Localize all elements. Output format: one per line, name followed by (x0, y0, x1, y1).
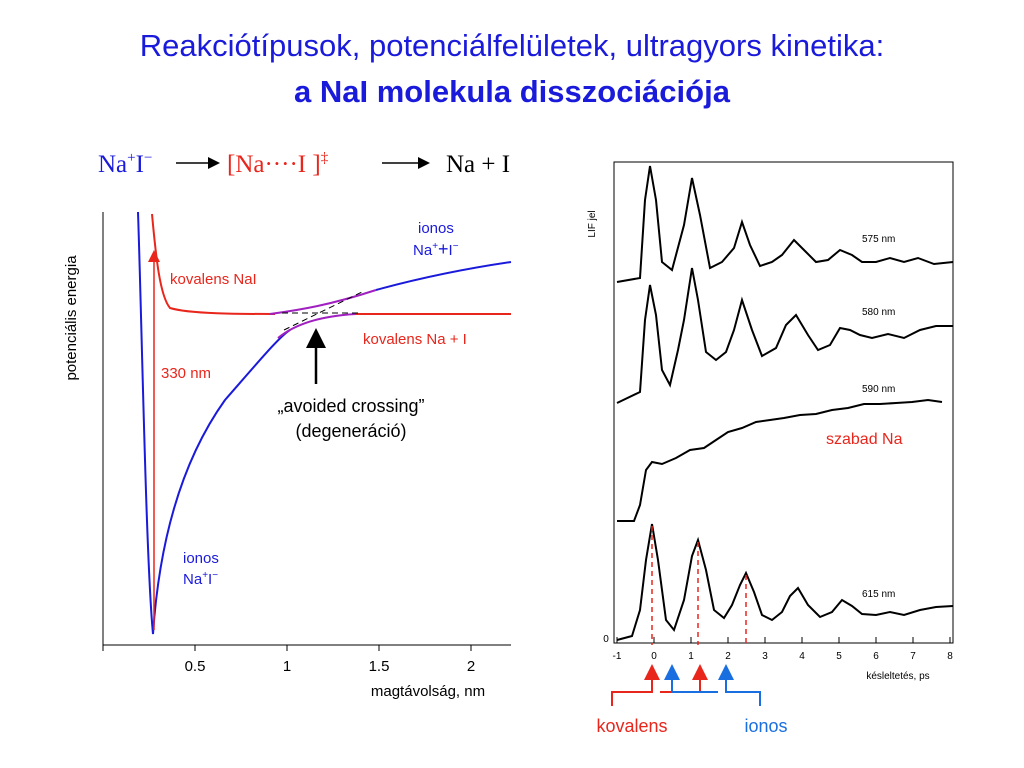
lif-frame (613, 161, 954, 644)
lif-trace-615 (616, 523, 954, 641)
lif-xtick-label: 4 (799, 651, 805, 662)
lif-ytick-zero: 0 (603, 634, 609, 645)
lif-xtick-label: 5 (836, 651, 842, 662)
lif-plot: -1 0 1 2 3 4 5 6 7 8 0 LIF jel késleltetés, ps 57… (587, 161, 954, 736)
lif-xtick-label: 1 (688, 651, 694, 662)
diabatic-ionic-dashed (283, 291, 363, 331)
ionic-lower-formula: Na+I− (183, 570, 218, 588)
lif-trace-label-580: 580 nm (862, 307, 895, 318)
peak-markers (651, 526, 747, 645)
lif-xtick-label: 0 (651, 651, 657, 662)
lif-xtick-label: 7 (910, 651, 916, 662)
reaction-equation: Na+I− [Na····I ]‡ Na + I (98, 150, 510, 178)
covalent-na-i-label: kovalens Na + I (363, 331, 467, 348)
lif-trace-label-575: 575 nm (862, 234, 895, 245)
lif-trace-label-590: 590 nm (862, 384, 895, 395)
product-label: Na + I (446, 151, 510, 178)
excitation-label: 330 nm (161, 365, 211, 382)
ionic-upper-label: ionos (418, 220, 454, 237)
potential-xtick-label: 1.5 (369, 658, 390, 675)
lif-xtick-label: 8 (947, 651, 953, 662)
lif-xtick-label: 2 (725, 651, 731, 662)
ionic-label: ionos (744, 716, 787, 736)
lif-trace-575 (616, 165, 954, 283)
transition-state-label: [Na····I ]‡ (227, 150, 329, 178)
lif-x-ticks (616, 637, 951, 643)
lif-trace-label-615: 615 nm (862, 589, 895, 600)
lif-trace-580 (616, 267, 953, 404)
lif-ylabel: LIF jel (587, 210, 598, 237)
avoided-crossing-lower (277, 313, 357, 339)
ionic-arrows (664, 664, 761, 706)
ionic-lower-label: ionos (183, 550, 219, 567)
avoided-crossing-upper (269, 289, 377, 315)
covalent-nai-label: kovalens NaI (170, 271, 257, 288)
lif-trace-590 (617, 398, 943, 522)
degeneracy-label: (degeneráció) (295, 421, 406, 441)
ionic-curve-upper (375, 261, 512, 291)
free-na-label: szabad Na (826, 431, 903, 448)
covalent-arrows (611, 664, 708, 706)
lif-xtick-label: 6 (873, 651, 879, 662)
avoided-crossing-label: „avoided crossing” (277, 396, 424, 416)
potential-xtick-label: 2 (467, 658, 475, 675)
potential-xlabel: magtávolság, nm (371, 683, 485, 700)
potential-energy-plot: 0.5 1 1.5 2 magtávolság, nm potenciális … (63, 211, 512, 700)
lif-xtick-labels: -1 0 1 2 3 4 5 6 7 8 (613, 651, 954, 662)
covalent-label: kovalens (596, 716, 667, 736)
covalent-curve-bound (151, 213, 276, 315)
potential-ylabel: potenciális energia (63, 255, 80, 381)
slide-subtitle: a NaI molekula disszociációja (294, 74, 730, 109)
reactant-label: Na+I− (98, 150, 152, 178)
slide-title: Reakciótípusok, potenciálfelületek, ultr… (139, 28, 885, 63)
potential-x-ticks (102, 645, 472, 651)
ionic-curve-lower (137, 211, 291, 635)
lif-xtick-label: 3 (762, 651, 768, 662)
ionic-upper-formula: Na++I− (413, 239, 459, 259)
potential-xtick-label: 1 (283, 658, 291, 675)
lif-xtick-label: -1 (613, 651, 622, 662)
lif-xlabel: késleltetés, ps (866, 671, 929, 682)
potential-xtick-label: 0.5 (185, 658, 206, 675)
